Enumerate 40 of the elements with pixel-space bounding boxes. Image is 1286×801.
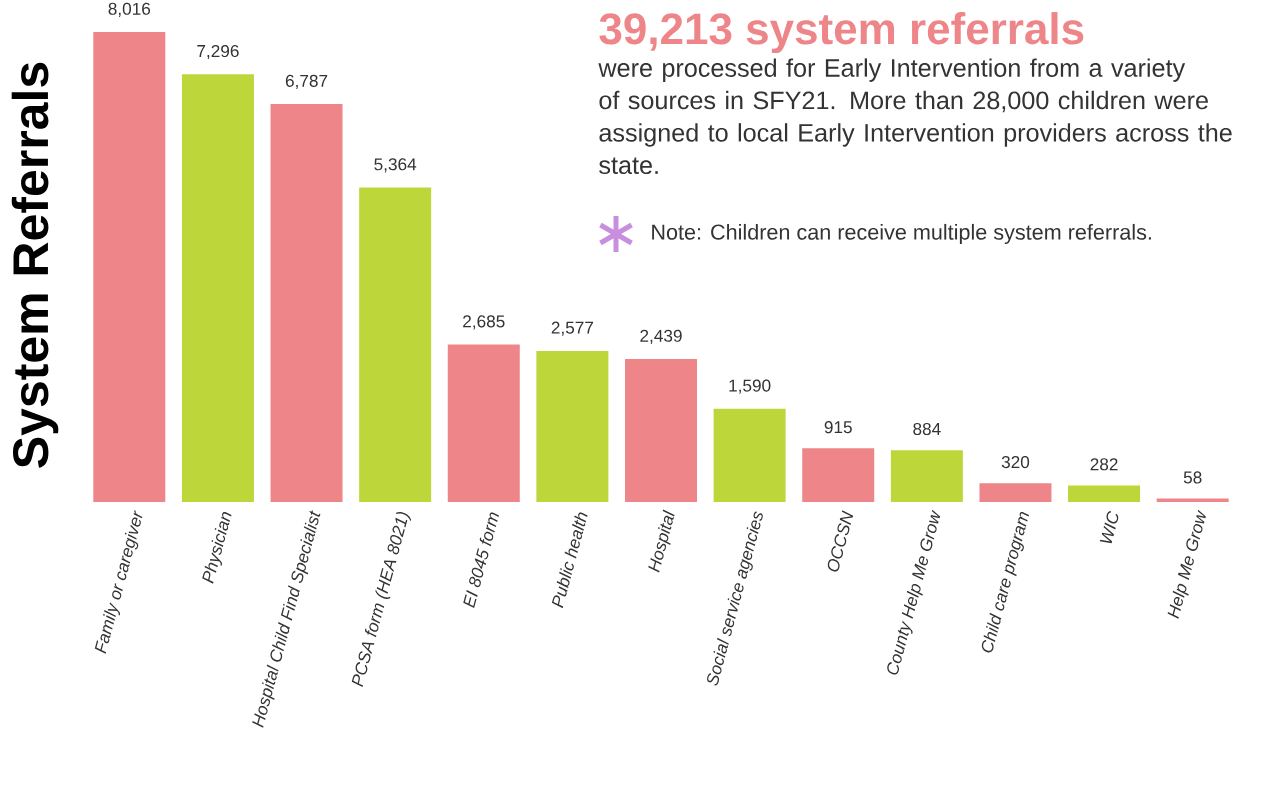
bar xyxy=(1068,485,1141,502)
x-tick-label: Help Me Grow xyxy=(1167,509,1206,619)
bar xyxy=(93,31,166,502)
x-tick-label: Hospital xyxy=(648,509,675,573)
x-tick-label: County Help Me Grow xyxy=(887,509,940,675)
bar xyxy=(625,358,697,502)
x-tick-label: Social service agencies xyxy=(707,511,763,686)
chart-title: 39,213 system referrals xyxy=(599,12,1084,54)
bar xyxy=(359,187,432,502)
x-tick-label: Child care program xyxy=(981,512,1029,653)
data-label: 282 xyxy=(1090,458,1118,471)
x-tick-label: PCSA form (HEA 8021) xyxy=(351,511,412,688)
bar xyxy=(802,448,875,502)
bar xyxy=(270,104,343,502)
bar xyxy=(447,344,520,502)
data-label: 2,439 xyxy=(640,329,682,344)
x-tick-label: WIC xyxy=(1099,511,1119,544)
data-label: 884 xyxy=(913,422,941,436)
data-label: 58 xyxy=(1183,471,1202,484)
x-tick-label: EI 8045 form xyxy=(463,512,499,609)
bar xyxy=(979,483,1052,502)
data-label: 5,364 xyxy=(374,158,417,173)
bar xyxy=(181,74,254,502)
text: were processed for Early Intervention from a variety of sources in SFY21. More than 28,000 children were assigned to local Early Intervention providers across the state. xyxy=(598,58,1232,175)
bar xyxy=(890,450,963,502)
bar xyxy=(713,408,786,502)
x-tick-label: OCCSN xyxy=(827,510,854,572)
data-label: 7,296 xyxy=(197,44,239,60)
bar xyxy=(536,350,609,502)
data-label: 2,685 xyxy=(463,315,505,330)
data-label: 915 xyxy=(824,421,852,434)
data-label: 2,577 xyxy=(551,321,594,336)
data-label: 8,016 xyxy=(108,2,151,17)
x-tick-label: Public health xyxy=(551,512,588,609)
data-label: 1,590 xyxy=(729,379,771,394)
x-tick-label: Family or caregiver xyxy=(94,510,143,654)
annotation: Note: Children can receive multiple system referrals. xyxy=(652,223,1151,245)
data-label: 320 xyxy=(1001,455,1030,469)
y-axis-title: System Referrals xyxy=(11,62,59,468)
data-label: 6,787 xyxy=(285,74,328,89)
